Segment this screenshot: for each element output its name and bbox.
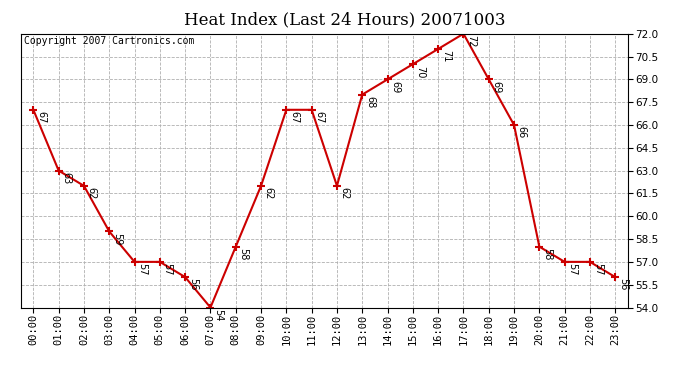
Text: 67: 67 bbox=[315, 111, 324, 123]
Text: 57: 57 bbox=[137, 263, 148, 276]
Text: 57: 57 bbox=[163, 263, 172, 276]
Text: 72: 72 bbox=[466, 35, 476, 48]
Text: Copyright 2007 Cartronics.com: Copyright 2007 Cartronics.com bbox=[23, 36, 194, 46]
Text: 57: 57 bbox=[593, 263, 603, 276]
Text: 62: 62 bbox=[87, 187, 97, 200]
Text: 67: 67 bbox=[289, 111, 299, 123]
Text: 69: 69 bbox=[491, 81, 502, 93]
Text: 56: 56 bbox=[188, 279, 198, 291]
Text: 59: 59 bbox=[112, 233, 122, 245]
Text: 67: 67 bbox=[36, 111, 46, 123]
Text: 70: 70 bbox=[415, 66, 426, 78]
Text: 58: 58 bbox=[542, 248, 552, 260]
Text: 69: 69 bbox=[391, 81, 400, 93]
Text: 57: 57 bbox=[567, 263, 578, 276]
Text: 71: 71 bbox=[441, 50, 451, 63]
Text: 54: 54 bbox=[213, 309, 224, 321]
Text: 66: 66 bbox=[517, 126, 527, 139]
Text: 62: 62 bbox=[339, 187, 350, 200]
Text: Heat Index (Last 24 Hours) 20071003: Heat Index (Last 24 Hours) 20071003 bbox=[184, 11, 506, 28]
Text: 56: 56 bbox=[618, 279, 628, 291]
Text: 58: 58 bbox=[239, 248, 248, 260]
Text: 68: 68 bbox=[365, 96, 375, 108]
Text: 63: 63 bbox=[61, 172, 72, 184]
Text: 62: 62 bbox=[264, 187, 274, 200]
